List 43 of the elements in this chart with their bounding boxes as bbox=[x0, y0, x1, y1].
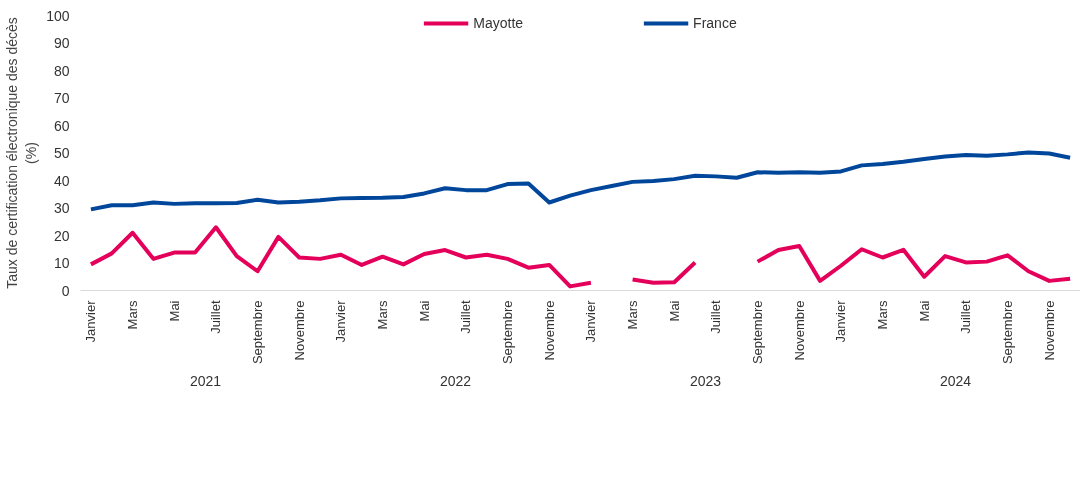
x-tick-label: Mars bbox=[375, 300, 391, 330]
x-tick-label: Mai bbox=[916, 300, 932, 322]
x-tick-label: Mai bbox=[166, 300, 182, 322]
x-tick-label: Janvier bbox=[333, 299, 349, 343]
y-tick-label: 70 bbox=[53, 90, 70, 106]
text: 2022 bbox=[439, 372, 472, 389]
x-tick-label: Janvier bbox=[583, 299, 599, 343]
x-tick-label: Mars bbox=[875, 300, 891, 330]
x-tick-label: Septembre bbox=[750, 300, 766, 365]
text: 2023 bbox=[689, 372, 722, 389]
x-tick-label: Novembre bbox=[1041, 300, 1057, 361]
x-tick-label: Novembre bbox=[291, 300, 307, 361]
y-tick-label: 20 bbox=[53, 227, 70, 244]
text: 2021 bbox=[189, 372, 222, 389]
y-tick-label: 30 bbox=[53, 200, 70, 216]
x-tick-label: Juillet bbox=[208, 300, 224, 334]
y-tick-label: 10 bbox=[53, 255, 70, 271]
x-tick-label: Septembre bbox=[250, 300, 266, 365]
y-axis-title: Taux de certification électronique des décès (%) bbox=[3, 17, 40, 289]
x-tick-label: Mars bbox=[625, 300, 641, 330]
x-tick-label: Septembre bbox=[1000, 300, 1016, 365]
x-tick-label: Septembre bbox=[500, 300, 516, 365]
y-tick-label: 60 bbox=[53, 117, 70, 134]
legend-label: Mayotte bbox=[473, 15, 524, 31]
legend-label: France bbox=[693, 15, 737, 31]
y-tick-label: 0 bbox=[61, 282, 70, 299]
y-tick-label: 40 bbox=[53, 172, 70, 189]
x-tick-label: Novembre bbox=[541, 300, 557, 361]
y-tick-label: 50 bbox=[53, 145, 70, 161]
y-tick-label: 100 bbox=[46, 7, 70, 24]
x-tick-label: Novembre bbox=[791, 300, 807, 361]
text: 2024 bbox=[939, 372, 972, 389]
x-tick-label: Mars bbox=[125, 300, 141, 330]
x-tick-label: Juillet bbox=[708, 300, 724, 334]
x-tick-label: Mai bbox=[416, 300, 432, 322]
y-tick-label: 90 bbox=[53, 35, 70, 51]
x-tick-label: Juillet bbox=[458, 300, 474, 334]
x-tick-label: Juillet bbox=[958, 300, 974, 334]
line-series bbox=[88, 150, 1073, 212]
x-tick-label: Janvier bbox=[83, 299, 99, 343]
y-tick-label: 80 bbox=[53, 62, 70, 79]
x-tick-label: Mai bbox=[666, 300, 682, 322]
x-tick-label: Janvier bbox=[833, 299, 849, 343]
